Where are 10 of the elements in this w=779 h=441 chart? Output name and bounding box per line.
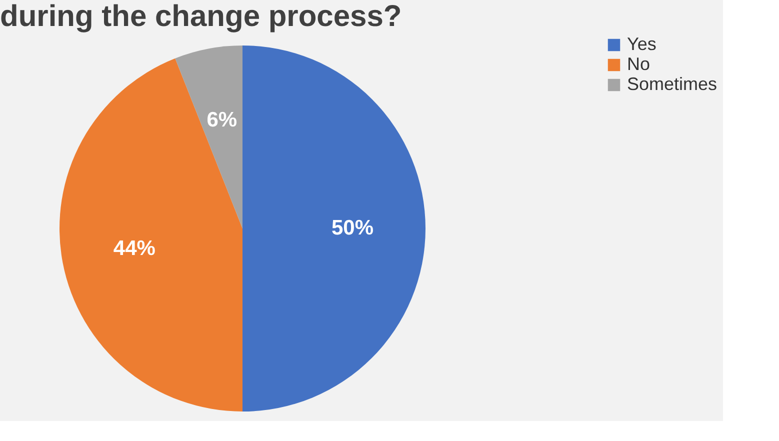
legend-label: Sometimes [627, 74, 718, 94]
legend-label: Yes [627, 34, 656, 54]
chart-title: during the change process? [0, 0, 402, 33]
pie-slice [175, 46, 242, 228]
data-label: 44% [113, 237, 156, 260]
pie-slice [60, 58, 242, 412]
legend-label: No [627, 54, 650, 74]
data-label: 50% [331, 216, 374, 240]
data-label: 6% [206, 108, 238, 132]
pie-slice [242, 46, 426, 412]
